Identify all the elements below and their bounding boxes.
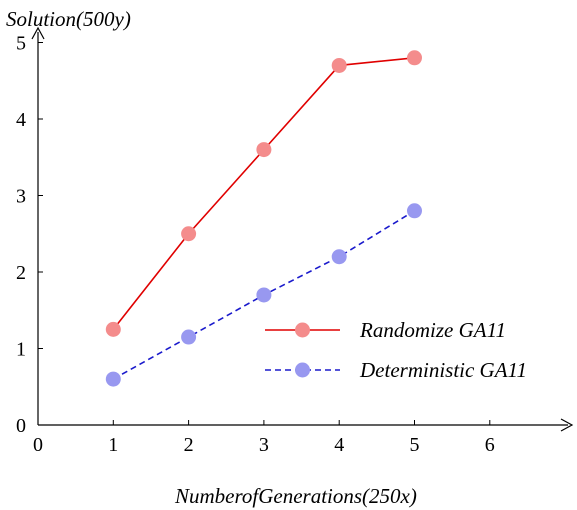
x-tick-label: 3	[259, 434, 269, 456]
x-tick-label: 6	[485, 434, 495, 456]
y-tick-label: 3	[16, 186, 26, 208]
data-point	[181, 226, 197, 242]
legend-label: Deterministic GA11	[359, 358, 527, 382]
legend-label: Randomize GA11	[359, 318, 506, 342]
data-point	[407, 203, 422, 219]
data-point	[105, 371, 121, 387]
data-point	[256, 142, 272, 158]
data-point	[331, 57, 347, 73]
data-point	[407, 50, 422, 66]
x-tick-label: 5	[410, 434, 420, 456]
legend-marker	[295, 362, 310, 378]
y-tick-label: 0	[16, 415, 26, 437]
x-axis-arrow	[560, 418, 574, 432]
y-tick-label: 5	[16, 33, 26, 55]
data-point	[105, 321, 121, 337]
y-tick-label: 2	[16, 262, 26, 284]
legend: Randomize GA11 Deterministic GA11	[265, 318, 527, 382]
x-tick-label: 0	[33, 434, 43, 456]
legend-marker	[295, 322, 310, 338]
series-layer	[105, 50, 422, 387]
legend-entry: Deterministic GA11	[265, 358, 527, 382]
y-tick-label: 4	[16, 109, 26, 131]
y-tick-label: 1	[16, 339, 26, 361]
ticks: 0 1 2 3 4 5 6 0 1 2 3 4 5	[16, 33, 495, 457]
x-tick-label: 1	[108, 434, 118, 456]
legend-entry: Randomize GA11	[265, 318, 506, 342]
data-point	[331, 249, 347, 265]
data-point	[256, 287, 272, 303]
x-tick-label: 2	[184, 434, 194, 456]
x-axis-title: NumberofGenerations(250x)	[174, 484, 417, 508]
data-point	[181, 329, 197, 345]
y-axis-title: Solution(500y)	[6, 7, 131, 31]
axes	[31, 26, 574, 432]
y-axis-arrow	[31, 26, 45, 40]
x-tick-label: 4	[334, 434, 344, 456]
series-2	[105, 203, 422, 387]
series-1	[105, 50, 422, 337]
